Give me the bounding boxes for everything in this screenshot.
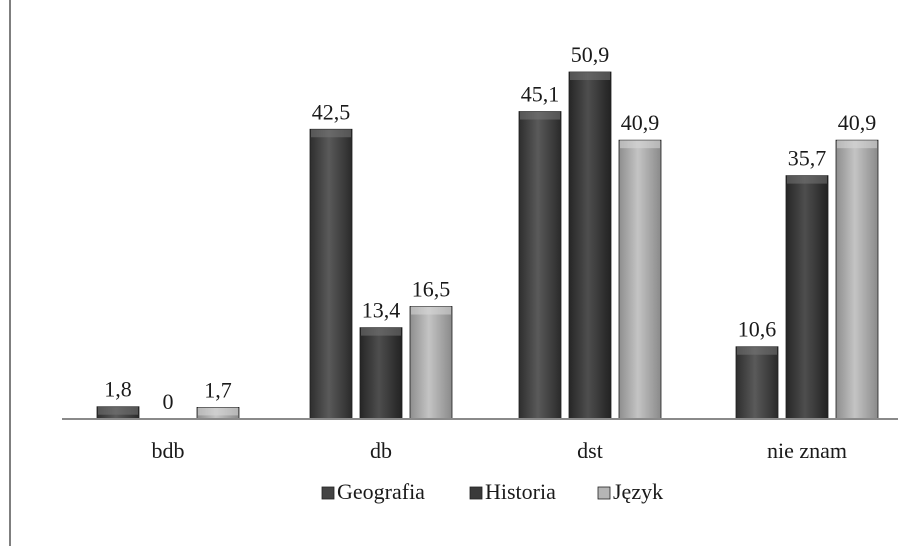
bar-cap-geografia-bdb xyxy=(98,406,138,415)
bar-historia-nie-znam xyxy=(785,175,829,420)
bar-cap-historia-db xyxy=(361,327,401,336)
value-label-historia-dst: 50,9 xyxy=(571,42,610,67)
legend-item-historia: Historia xyxy=(469,479,556,504)
bar-jezyk-db xyxy=(409,306,453,420)
legend-swatch-geografia xyxy=(321,486,335,500)
value-label-jezyk-bdb: 1,7 xyxy=(204,377,232,402)
category-label-dst: dst xyxy=(577,438,603,463)
value-label-jezyk-dst: 40,9 xyxy=(621,110,660,135)
bar-cap-jezyk-db xyxy=(411,306,451,315)
category-label-nie-znam: nie znam xyxy=(767,438,847,463)
bar-cap-jezyk-bdb xyxy=(198,407,238,416)
bar-geografia-db xyxy=(309,128,353,420)
bar-cap-jezyk-dst xyxy=(620,140,660,149)
legend-label-geografia: Geografia xyxy=(337,479,425,504)
value-label-geografia-db: 42,5 xyxy=(312,99,351,124)
value-label-geografia-dst: 45,1 xyxy=(521,82,560,107)
legend-swatch-jezyk xyxy=(597,486,611,500)
bar-historia-dst xyxy=(568,71,612,420)
value-label-geografia-nie-znam: 10,6 xyxy=(738,317,777,342)
value-label-historia-nie-znam: 35,7 xyxy=(788,146,827,171)
category-label-bdb: bdb xyxy=(152,438,185,463)
value-label-jezyk-db: 16,5 xyxy=(412,277,451,302)
legend-label-historia: Historia xyxy=(485,479,556,504)
bar-geografia-nie-znam xyxy=(735,346,779,420)
value-label-jezyk-nie-znam: 40,9 xyxy=(838,110,877,135)
value-label-historia-db: 13,4 xyxy=(362,298,401,323)
bar-jezyk-nie-znam xyxy=(835,139,879,420)
bar-cap-geografia-dst xyxy=(520,111,560,120)
legend-item-geografia: Geografia xyxy=(321,479,425,504)
value-label-geografia-bdb: 1,8 xyxy=(104,377,132,402)
category-label-db: db xyxy=(370,438,392,463)
value-label-historia-bdb: 0 xyxy=(163,389,174,414)
bar-historia-db xyxy=(359,327,403,420)
bar-cap-historia-nie-znam xyxy=(787,175,827,184)
bar-jezyk-dst xyxy=(618,139,662,420)
bar-cap-historia-dst xyxy=(570,72,610,80)
bar-cap-geografia-db xyxy=(311,129,351,138)
bar-geografia-dst xyxy=(518,111,562,420)
bar-cap-geografia-nie-znam xyxy=(737,346,777,355)
legend-label-jezyk: Język xyxy=(613,479,663,504)
bar-cap-jezyk-nie-znam xyxy=(837,140,877,149)
legend-item-jezyk: Język xyxy=(597,479,663,504)
legend-swatch-historia xyxy=(469,486,483,500)
